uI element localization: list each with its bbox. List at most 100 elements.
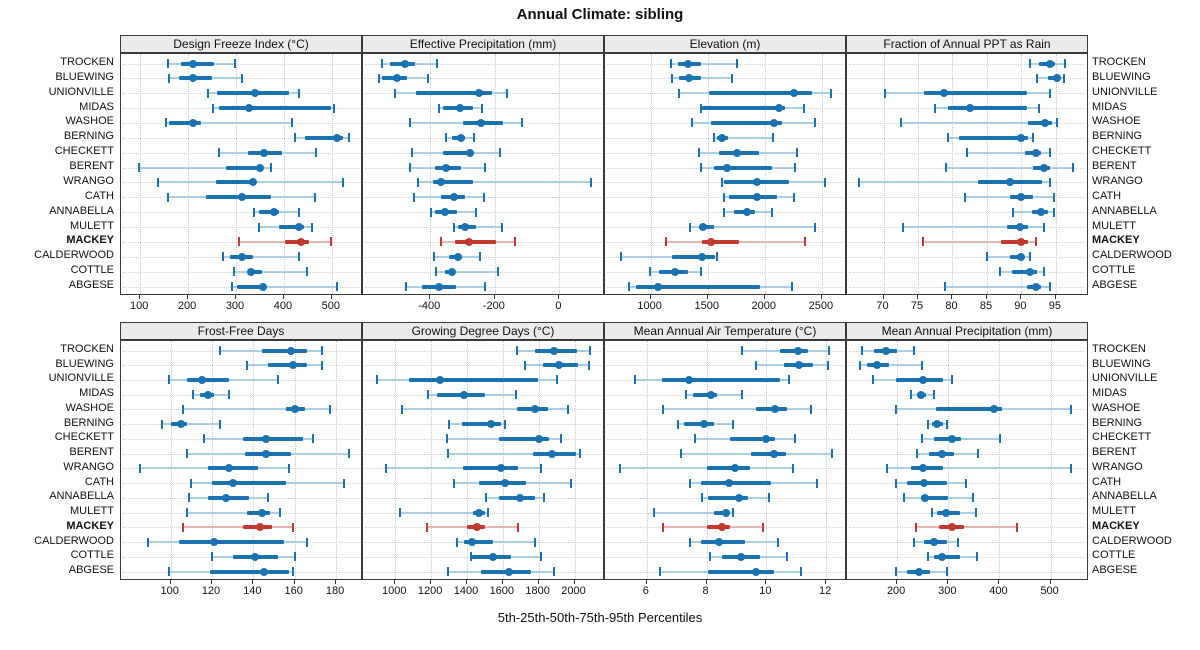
station-label-left: ABGESE — [68, 564, 114, 576]
grid-line-horizontal — [123, 365, 359, 367]
iqr-bar — [215, 180, 257, 185]
whisker-cap-low — [218, 148, 221, 158]
x-tick-label: 0 — [555, 300, 562, 312]
iqr-bar — [708, 569, 774, 574]
x-tick-label: 300 — [938, 585, 957, 597]
station-label-left: MULETT — [70, 219, 114, 232]
iqr-bar — [267, 363, 308, 368]
station-label-left: UNIONVILLE — [48, 85, 114, 98]
median-dot — [920, 493, 929, 502]
whisker-cap-high — [336, 282, 339, 291]
x-tick-label: 1600 — [489, 585, 515, 597]
whisker-line — [916, 526, 1017, 529]
whisker-cap-high — [540, 463, 543, 473]
whisker-cap-high — [1052, 207, 1055, 217]
grid-line-horizontal — [123, 227, 359, 229]
x-tick-label: 300 — [225, 300, 245, 312]
station-label-right: ABGESE — [1092, 279, 1138, 291]
whisker-cap-high — [1029, 252, 1032, 262]
whisker-cap-high — [971, 493, 974, 503]
x-tick — [558, 295, 560, 299]
whisker-cap-high — [700, 267, 703, 277]
whisker-cap-high — [484, 282, 487, 291]
median-dot — [441, 208, 450, 217]
whisker-cap-low — [400, 404, 403, 414]
iqr-bar — [209, 569, 289, 574]
median-dot — [516, 493, 525, 502]
median-dot — [497, 464, 506, 473]
iqr-bar — [700, 481, 771, 486]
whisker-cap-high — [792, 192, 795, 202]
whisker-cap-low — [927, 419, 930, 429]
x-tick-label: 70 — [876, 300, 889, 312]
whisker-cap-low — [699, 103, 702, 113]
station-label-right: ANNABELLA — [1092, 490, 1157, 503]
station-label-right: BERNING — [1092, 130, 1143, 143]
x-tick — [465, 580, 467, 584]
median-dot — [501, 479, 510, 488]
whisker-line — [689, 226, 816, 229]
x-tick — [705, 580, 707, 584]
whisker-cap-high — [974, 508, 977, 518]
x-tick — [763, 295, 765, 299]
median-dot — [915, 567, 924, 576]
whisker-cap-low — [883, 88, 886, 98]
iqr-bar — [1011, 269, 1037, 274]
grid-line-vertical — [188, 54, 190, 294]
whisker-cap-high — [343, 478, 346, 488]
whisker-cap-low — [447, 449, 450, 459]
whisker-cap-low — [648, 267, 651, 277]
median-dot — [442, 163, 451, 172]
whisker-cap-low — [231, 282, 234, 291]
station-label-left: ABGESE — [68, 279, 114, 291]
median-dot — [990, 405, 999, 414]
median-dot — [269, 208, 278, 217]
whisker-cap-low — [412, 192, 415, 202]
whisker-cap-high — [946, 419, 949, 429]
grid-line-vertical — [952, 54, 954, 294]
x-tick — [430, 580, 432, 584]
whisker-cap-low — [409, 118, 412, 128]
median-dot — [670, 267, 679, 276]
median-dot — [654, 282, 663, 291]
whisker-cap-low — [861, 346, 864, 355]
grid-line-vertical — [170, 341, 172, 579]
whisker-line — [401, 408, 568, 411]
whisker-cap-high — [297, 207, 300, 217]
iqr-bar — [911, 466, 943, 471]
x-tick — [293, 580, 295, 584]
median-dot — [707, 390, 716, 399]
panel-plot-fraction-annual-ppt-as-rain — [846, 53, 1088, 295]
grid-line-vertical — [283, 54, 285, 294]
whisker-cap-high — [314, 192, 317, 202]
whisker-cap-high — [814, 118, 817, 128]
median-dot — [505, 567, 514, 576]
whisker-cap-high — [556, 375, 559, 385]
iqr-bar — [237, 284, 266, 289]
median-dot — [718, 133, 727, 142]
whisker-cap-high — [772, 133, 775, 143]
x-tick-label: 140 — [243, 585, 262, 597]
grid-line-vertical — [538, 341, 540, 579]
x-tick — [649, 295, 651, 299]
x-tick — [917, 295, 918, 299]
median-dot — [933, 420, 942, 429]
whisker-cap-high — [777, 537, 780, 547]
median-dot — [684, 375, 693, 384]
whisker-cap-high — [475, 207, 478, 217]
median-dot — [937, 552, 946, 561]
whisker-cap-low — [691, 118, 694, 128]
whisker-cap-high — [796, 148, 799, 158]
grid-line-horizontal — [365, 256, 601, 258]
x-tick-label: 80 — [945, 300, 958, 312]
whisker-cap-low — [910, 390, 913, 400]
x-tick — [820, 295, 822, 299]
x-tick-label: 75 — [910, 300, 924, 312]
station-label-right: WRANGO — [1092, 460, 1143, 473]
grid-line-vertical — [707, 54, 709, 294]
station-label-right: CHECKETT — [1092, 431, 1152, 444]
x-tick — [951, 295, 953, 299]
whisker-cap-low — [913, 537, 916, 547]
median-dot — [699, 420, 708, 429]
x-tick-label: 90 — [1014, 300, 1027, 312]
